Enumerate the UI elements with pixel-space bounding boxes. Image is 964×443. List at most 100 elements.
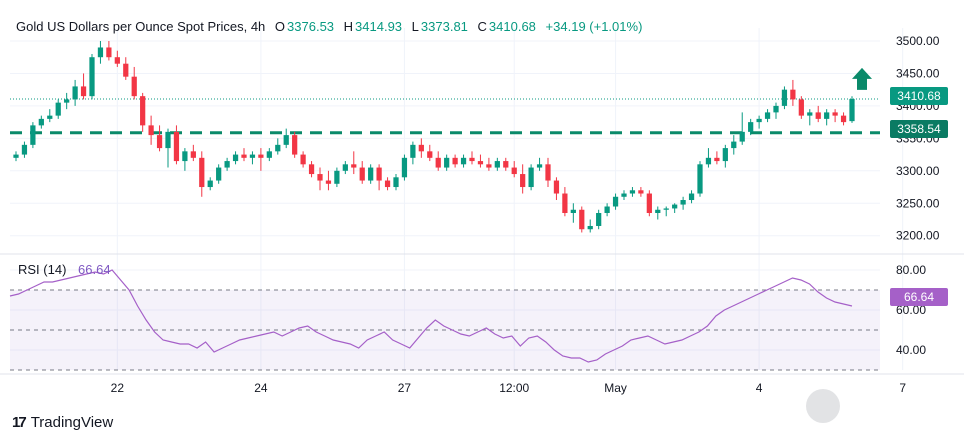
candle-body	[393, 177, 399, 188]
candle-body	[258, 154, 264, 158]
candle-body	[182, 151, 188, 162]
candle-body	[722, 148, 728, 162]
candle-body	[199, 157, 205, 188]
rsi-value-badge: 66.64	[890, 288, 948, 306]
candle-body	[351, 164, 357, 168]
candle-body	[148, 125, 154, 136]
candle-body	[663, 208, 669, 210]
candle-body	[815, 112, 821, 119]
low-value: 3373.81	[420, 19, 468, 34]
candle-body	[21, 144, 28, 155]
high-label: H	[343, 19, 354, 34]
up-arrow-shape	[852, 67, 872, 90]
candle-body	[89, 57, 95, 97]
time-axis-label: 7	[899, 381, 906, 395]
candle-body	[131, 76, 137, 97]
candle-body	[292, 135, 298, 155]
candle-body	[427, 151, 433, 158]
candle-body	[64, 99, 70, 103]
candle-body	[629, 190, 636, 194]
candle-body	[156, 135, 163, 149]
candle-body	[764, 112, 771, 119]
time-axis-label: 27	[398, 381, 412, 395]
candle-body	[173, 131, 180, 162]
candle-body	[140, 96, 146, 126]
candle-body	[536, 164, 543, 168]
open-label: O	[274, 19, 286, 34]
watermark-logo	[806, 384, 956, 428]
candle-body	[325, 180, 332, 184]
time-axis-label: 22	[111, 381, 125, 395]
candle-body	[47, 115, 53, 119]
candle-body	[266, 151, 272, 158]
price-level-line	[10, 98, 880, 135]
last-price-badge: 3410.68	[890, 87, 948, 105]
candle-body	[469, 157, 475, 162]
tradingview-logo[interactable]: 17 TradingView	[12, 412, 113, 432]
candle-body	[190, 151, 196, 158]
candle-body	[376, 167, 382, 181]
candle-body	[224, 161, 230, 168]
candle-body	[418, 144, 424, 152]
candle-body	[114, 57, 120, 64]
candle-body	[249, 154, 256, 158]
tradingview-logo-text: TradingView	[30, 413, 114, 431]
candle-body	[55, 102, 61, 116]
candle-body	[275, 144, 281, 152]
candle-body	[553, 180, 560, 194]
candle-body	[410, 144, 416, 158]
candle-body	[503, 161, 509, 168]
time-axis-label: May	[604, 381, 627, 395]
candle-body	[714, 157, 720, 162]
candle-body	[612, 196, 619, 207]
candle-body	[545, 164, 551, 181]
candle-body	[748, 122, 754, 132]
change-value: +34.19 (+1.01%)	[545, 19, 643, 34]
rsi-axis-label: 40.00	[896, 343, 926, 357]
rsi-axis-label: 80.00	[896, 263, 926, 277]
candle-body	[444, 157, 450, 168]
close-label: C	[477, 19, 487, 34]
candle-body	[604, 206, 610, 213]
axes: 3200.003250.003300.003350.003400.003450.…	[111, 34, 940, 395]
low-label: L	[411, 19, 419, 34]
candle-body	[460, 157, 467, 165]
candle-body	[384, 180, 391, 188]
candle-body	[283, 135, 289, 145]
candle-body	[317, 174, 323, 181]
candle-body	[832, 112, 838, 116]
candle-body	[308, 164, 315, 175]
candle-body	[807, 112, 813, 116]
time-axis-label: 12:00	[499, 381, 529, 395]
candle-body	[359, 167, 365, 181]
candle-body	[165, 131, 171, 149]
candle-body	[579, 209, 585, 230]
rsi-bands	[10, 289, 880, 371]
chart-header: Gold US Dollars per Ounce Spot Prices, 4…	[16, 19, 648, 34]
watermark-icon	[806, 389, 840, 423]
candle-body	[587, 225, 593, 230]
candle-body	[781, 89, 788, 106]
candle-body	[688, 193, 695, 201]
candle-body	[655, 209, 661, 213]
candle-body	[368, 167, 374, 181]
candle-body	[849, 98, 855, 122]
candle-body	[477, 161, 484, 165]
candle-body	[621, 193, 627, 197]
candle-body	[562, 193, 568, 213]
candle-body	[401, 157, 408, 178]
candle-body	[672, 204, 678, 209]
price-axis-label: 3500.00	[896, 34, 940, 48]
candle-body	[731, 141, 737, 149]
candle-body	[38, 118, 44, 126]
rsi-value: 66.64	[78, 262, 111, 277]
candle-body	[520, 174, 526, 188]
candlesticks	[13, 40, 855, 233]
price-axis-label: 3450.00	[896, 66, 940, 80]
candle-body	[334, 170, 340, 184]
candle-body	[494, 161, 500, 168]
rsi-axis-label: 60.00	[896, 303, 926, 317]
candle-body	[646, 193, 652, 213]
